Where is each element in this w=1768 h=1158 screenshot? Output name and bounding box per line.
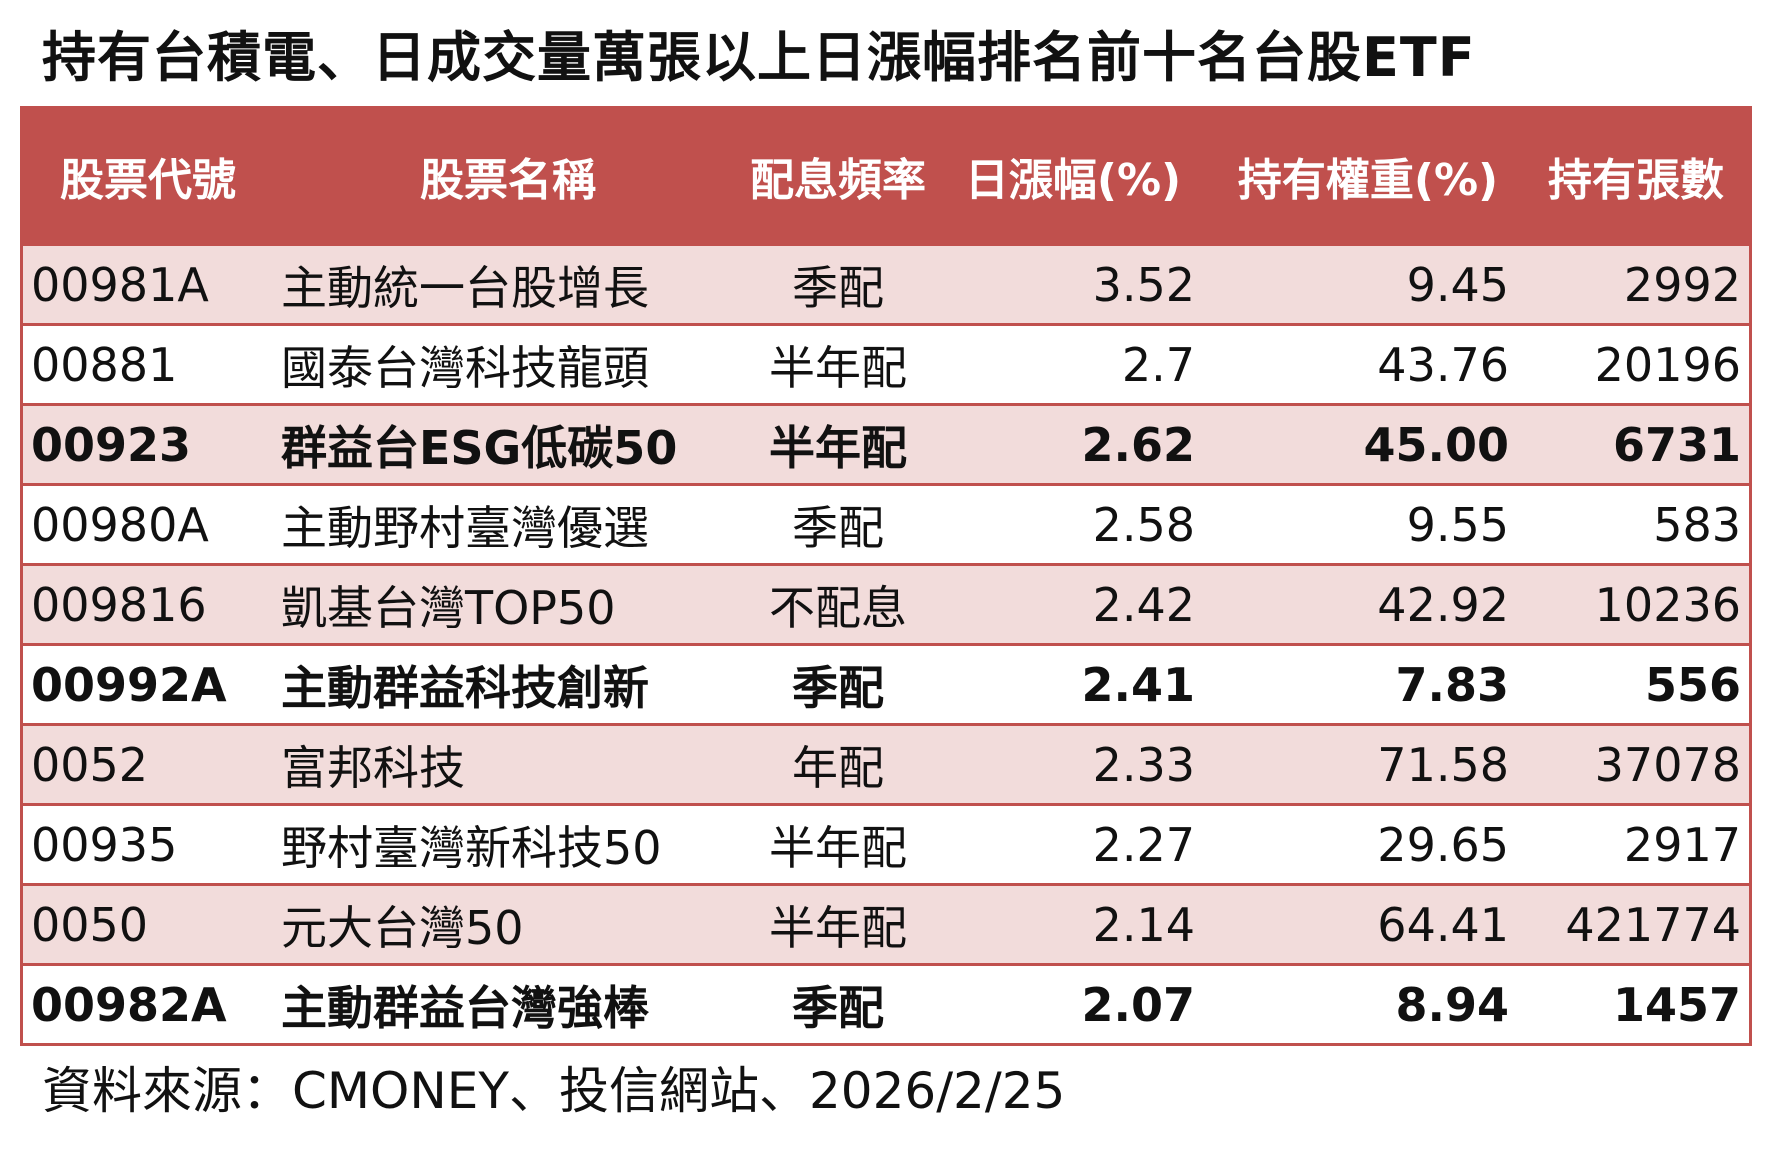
dividend-frequency-cell: 半年配 [769, 820, 907, 875]
header-holding-weight: 持有權重(%) [1237, 155, 1499, 206]
stock-name-cell: 主動統一台股增長 [281, 260, 649, 315]
header-stock-name: 股票名稱 [420, 155, 596, 206]
stock-name-cell: 群益台ESG低碳50 [281, 420, 678, 475]
header-stock-code: 股票代號 [60, 155, 236, 206]
holding-shares-cell: 421774 [1565, 897, 1741, 952]
table-row: 00980A 主動野村臺灣優選 季配 2.58 9.55 583 [23, 486, 1749, 563]
table-row: 00982A 主動群益台灣強棒 季配 2.07 8.94 1457 [23, 966, 1749, 1043]
holding-shares-cell: 10236 [1594, 577, 1741, 632]
dividend-frequency-cell: 半年配 [769, 420, 907, 475]
holding-weight-cell: 7.83 [1395, 657, 1510, 712]
holding-shares-cell: 583 [1653, 497, 1741, 552]
table-row: 00981A 主動統一台股增長 季配 3.52 9.45 2992 [23, 246, 1749, 323]
holding-weight-cell: 29.65 [1377, 817, 1509, 872]
holding-weight-cell: 8.94 [1395, 977, 1510, 1032]
daily-change-cell: 2.27 [1092, 817, 1195, 872]
daily-change-cell: 2.58 [1092, 497, 1195, 552]
dividend-frequency-cell: 季配 [792, 980, 884, 1035]
daily-change-cell: 2.07 [1081, 977, 1196, 1032]
table-row: 00992A 主動群益科技創新 季配 2.41 7.83 556 [23, 646, 1749, 723]
holding-shares-cell: 20196 [1594, 337, 1741, 392]
holding-weight-cell: 71.58 [1377, 737, 1509, 792]
holding-weight-cell: 43.76 [1377, 337, 1509, 392]
holding-weight-cell: 9.55 [1406, 497, 1509, 552]
source-note: 資料來源：CMONEY、投信網站、2026/2/25 [42, 1062, 1066, 1120]
dividend-frequency-cell: 季配 [792, 500, 884, 555]
holding-shares-cell: 37078 [1594, 737, 1741, 792]
holding-shares-cell: 6731 [1612, 417, 1741, 472]
daily-change-cell: 2.14 [1092, 897, 1195, 952]
etf-ranking-table: 股票代號 股票名稱 配息頻率 日漲幅(%) 持有權重(%) 持有張數 00981… [20, 106, 1752, 1046]
holding-weight-cell: 45.00 [1363, 417, 1509, 472]
table-row: 00881 國泰台灣科技龍頭 半年配 2.7 43.76 20196 [23, 326, 1749, 403]
stock-name-cell: 野村臺灣新科技50 [281, 820, 662, 875]
stock-name-cell: 國泰台灣科技龍頭 [281, 340, 649, 395]
holding-weight-cell: 42.92 [1377, 577, 1509, 632]
table-row: 00923 群益台ESG低碳50 半年配 2.62 45.00 6731 [23, 406, 1749, 483]
stock-code-cell: 00881 [31, 337, 178, 392]
holding-shares-cell: 556 [1644, 657, 1741, 712]
stock-name-cell: 主動野村臺灣優選 [281, 500, 649, 555]
holding-shares-cell: 2992 [1623, 257, 1741, 312]
daily-change-cell: 2.33 [1092, 737, 1195, 792]
stock-code-cell: 00982A [31, 977, 227, 1032]
daily-change-cell: 2.42 [1092, 577, 1195, 632]
daily-change-cell: 3.52 [1092, 257, 1195, 312]
holding-shares-cell: 1457 [1612, 977, 1741, 1032]
stock-name-cell: 元大台灣50 [281, 900, 524, 955]
stock-code-cell: 00923 [31, 417, 192, 472]
daily-change-cell: 2.41 [1081, 657, 1196, 712]
table-row: 009816 凱基台灣TOP50 不配息 2.42 42.92 10236 [23, 566, 1749, 643]
stock-code-cell: 00992A [31, 657, 227, 712]
stock-code-cell: 00980A [31, 497, 209, 552]
dividend-frequency-cell: 半年配 [769, 900, 907, 955]
dividend-frequency-cell: 不配息 [769, 580, 907, 635]
dividend-frequency-cell: 季配 [792, 660, 884, 715]
header-holding-shares: 持有張數 [1548, 155, 1724, 206]
stock-name-cell: 主動群益台灣強棒 [281, 980, 649, 1035]
table-body: 00981A 主動統一台股增長 季配 3.52 9.45 2992 00881 國泰台灣科技龍… [23, 246, 1749, 1043]
holding-weight-cell: 64.41 [1377, 897, 1509, 952]
holding-weight-cell: 9.45 [1406, 257, 1509, 312]
dividend-frequency-cell: 年配 [792, 740, 884, 795]
table-row: 00935 野村臺灣新科技50 半年配 2.27 29.65 2917 [23, 806, 1749, 883]
header-daily-change: 日漲幅(%) [964, 155, 1182, 206]
stock-name-cell: 凱基台灣TOP50 [281, 580, 616, 635]
holding-shares-cell: 2917 [1623, 817, 1741, 872]
header-dividend-frequency: 配息頻率 [750, 155, 926, 206]
stock-name-cell: 富邦科技 [281, 740, 465, 795]
dividend-frequency-cell: 半年配 [769, 340, 907, 395]
daily-change-cell: 2.7 [1121, 337, 1195, 392]
stock-code-cell: 00981A [31, 257, 209, 312]
table-header-row: 股票代號 股票名稱 配息頻率 日漲幅(%) 持有權重(%) 持有張數 [23, 109, 1749, 243]
stock-code-cell: 0050 [31, 897, 149, 952]
stock-code-cell: 0052 [31, 737, 149, 792]
stock-code-cell: 009816 [31, 577, 207, 632]
daily-change-cell: 2.62 [1081, 417, 1196, 472]
stock-name-cell: 主動群益科技創新 [281, 660, 649, 715]
table-row: 0052 富邦科技 年配 2.33 71.58 37078 [23, 726, 1749, 803]
stock-code-cell: 00935 [31, 817, 178, 872]
table-row: 0050 元大台灣50 半年配 2.14 64.41 421774 [23, 886, 1749, 963]
dividend-frequency-cell: 季配 [792, 260, 884, 315]
page-title: 持有台積電、日成交量萬張以上日漲幅排名前十名台股ETF [42, 26, 1476, 89]
